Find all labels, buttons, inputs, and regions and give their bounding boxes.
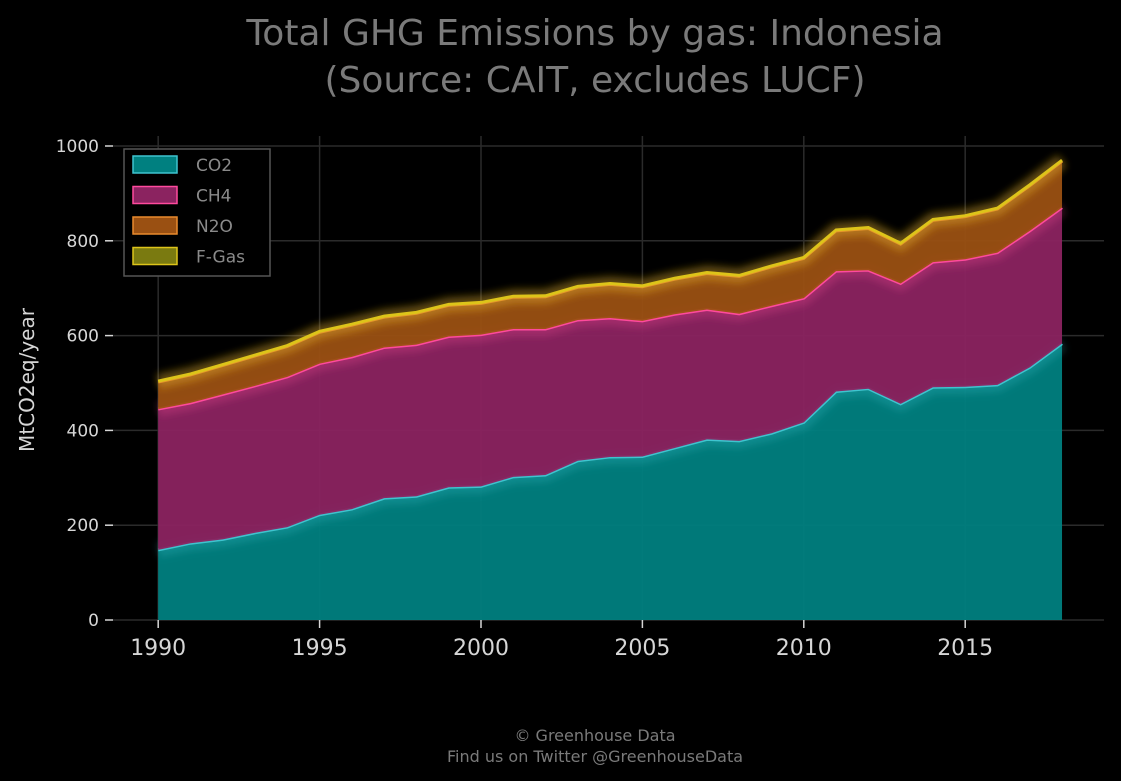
plot-area (156, 154, 1067, 620)
x-tick-label-2000: 2000 (453, 636, 509, 661)
area-ch4 (158, 207, 1063, 550)
legend: CO2 CH4 N2O F-Gas (123, 148, 271, 277)
footer-copyright: © Greenhouse Data (514, 726, 675, 745)
y-tick-label-0: 0 (88, 611, 99, 631)
legend-swatch-co2 (132, 155, 178, 174)
y-tick-label-1000: 1000 (56, 137, 99, 157)
legend-swatch-ch4 (132, 185, 178, 205)
x-tick-label-1990: 1990 (130, 636, 186, 661)
y-axis-label: MtCO2eq/year (15, 307, 39, 452)
y-axis: 0 200 400 600 800 1000 (56, 137, 113, 631)
y-tick-label-600: 600 (67, 327, 99, 347)
y-tick-label-200: 200 (67, 516, 99, 536)
y-tick-label-800: 800 (67, 232, 99, 252)
x-tick-label-1995: 1995 (292, 636, 348, 661)
legend-swatch-n2o (132, 216, 178, 235)
series-line-f-gas (157, 159, 1063, 383)
chart-title-line2: (Source: CAIT, excludes LUCF) (324, 60, 865, 101)
legend-label-n2o: N2O (196, 217, 233, 237)
x-tick-label-2015: 2015 (937, 636, 993, 661)
x-tick-label-2010: 2010 (776, 636, 832, 661)
y-tick-label-400: 400 (67, 421, 99, 441)
legend-swatch-f-gas (132, 246, 178, 266)
legend-label-co2: CO2 (196, 156, 232, 176)
area-co2 (158, 343, 1063, 620)
chart-title-line1: Total GHG Emissions by gas: Indonesia (245, 13, 943, 54)
x-axis: 1990 1995 2000 2005 2010 2015 (130, 620, 993, 661)
legend-label-f-gas: F-Gas (196, 248, 245, 268)
x-tick-label-2005: 2005 (614, 636, 670, 661)
legend-label-ch4: CH4 (196, 187, 231, 207)
footer-twitter: Find us on Twitter @GreenhouseData (447, 747, 743, 766)
